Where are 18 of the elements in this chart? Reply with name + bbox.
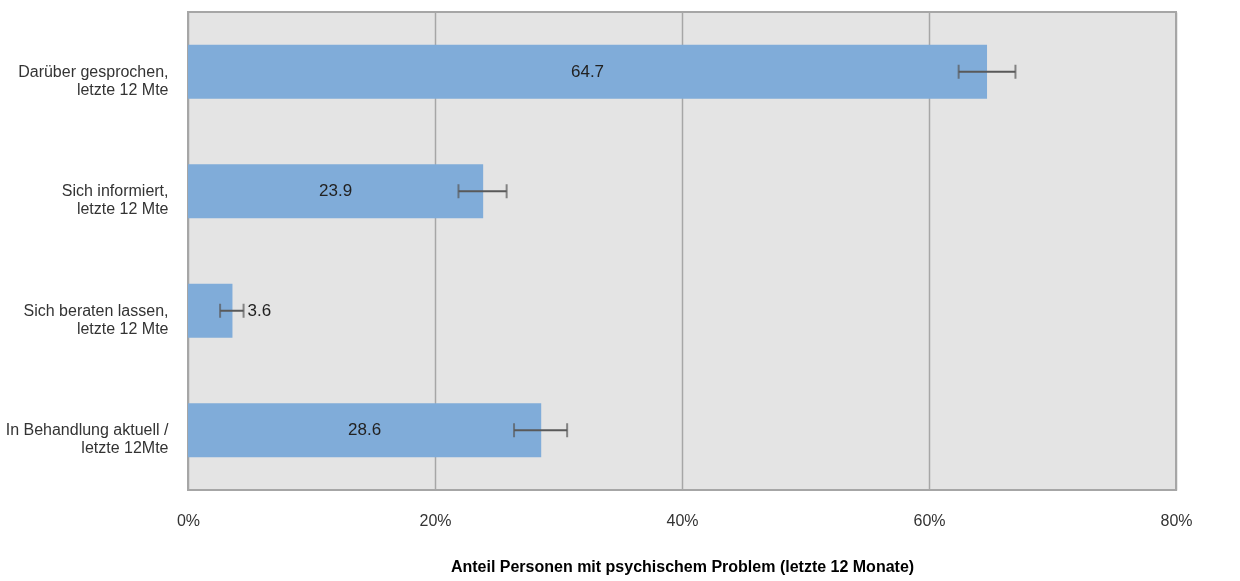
- x-tick-label: 20%: [419, 511, 452, 529]
- y-tick-label: Darüber gesprochen, letzte 12 Mte: [18, 62, 169, 98]
- x-axis-title: Anteil Personen mit psychischem Problem (letzte 12 Monate): [450, 557, 915, 575]
- bar: [188, 164, 484, 219]
- data-label: 23.9: [319, 181, 353, 201]
- data-label: 3.6: [247, 300, 272, 320]
- y-tick-label: In Behandlung aktuell / letzte 12Mte: [5, 421, 170, 457]
- bar: [188, 283, 233, 338]
- x-tick-label: 60%: [913, 511, 946, 529]
- y-tick-label: Sich beraten lassen, letzte 12 Mte: [23, 301, 169, 337]
- y-tick-label: Sich informiert, letzte 12 Mte: [61, 182, 169, 218]
- x-tick-label: 80%: [1160, 511, 1193, 529]
- x-tick-label: 40%: [666, 511, 699, 529]
- bar: [188, 44, 988, 99]
- data-label: 28.6: [348, 420, 382, 440]
- x-tick-label: 0%: [176, 511, 201, 529]
- bar: [188, 403, 542, 458]
- data-label: 64.7: [570, 61, 605, 81]
